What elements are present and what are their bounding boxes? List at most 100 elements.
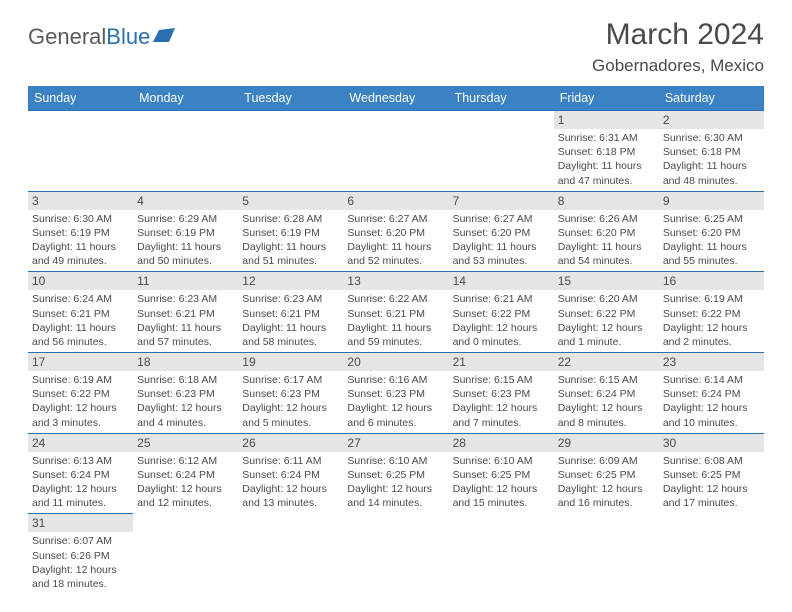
calendar-cell: 28Sunrise: 6:10 AMSunset: 6:25 PMDayligh… [449,433,554,514]
day-details: Sunrise: 6:13 AMSunset: 6:24 PMDaylight:… [28,452,133,514]
day-number: 19 [238,353,343,371]
day-number: 23 [659,353,764,371]
day-number: 2 [659,111,764,129]
day-details: Sunrise: 6:30 AMSunset: 6:19 PMDaylight:… [28,210,133,272]
day-number: 25 [133,434,238,452]
day-details: Sunrise: 6:19 AMSunset: 6:22 PMDaylight:… [659,290,764,352]
day-details: Sunrise: 6:23 AMSunset: 6:21 PMDaylight:… [238,290,343,352]
weekday-header: Wednesday [343,86,448,111]
day-number: 26 [238,434,343,452]
day-details: Sunrise: 6:10 AMSunset: 6:25 PMDaylight:… [343,452,448,514]
calendar-cell: 27Sunrise: 6:10 AMSunset: 6:25 PMDayligh… [343,433,448,514]
calendar-cell: .. [28,111,133,192]
day-number: 30 [659,434,764,452]
logo: GeneralBlue [28,24,175,50]
weekday-header-row: Sunday Monday Tuesday Wednesday Thursday… [28,86,764,111]
day-details: Sunrise: 6:12 AMSunset: 6:24 PMDaylight:… [133,452,238,514]
weekday-header: Friday [554,86,659,111]
day-number: 28 [449,434,554,452]
day-number: 18 [133,353,238,371]
calendar-row: 17Sunrise: 6:19 AMSunset: 6:22 PMDayligh… [28,353,764,434]
calendar-cell: 15Sunrise: 6:20 AMSunset: 6:22 PMDayligh… [554,272,659,353]
calendar-cell: 24Sunrise: 6:13 AMSunset: 6:24 PMDayligh… [28,433,133,514]
day-number: 29 [554,434,659,452]
month-title: March 2024 [592,18,764,52]
day-details: Sunrise: 6:27 AMSunset: 6:20 PMDaylight:… [449,210,554,272]
day-number: 11 [133,272,238,290]
day-details: Sunrise: 6:19 AMSunset: 6:22 PMDaylight:… [28,371,133,433]
day-number: 10 [28,272,133,290]
day-number: 21 [449,353,554,371]
calendar-cell: 18Sunrise: 6:18 AMSunset: 6:23 PMDayligh… [133,353,238,434]
day-details: Sunrise: 6:07 AMSunset: 6:26 PMDaylight:… [28,532,133,594]
calendar-cell: .. [133,514,238,594]
day-details: Sunrise: 6:17 AMSunset: 6:23 PMDaylight:… [238,371,343,433]
day-number: 17 [28,353,133,371]
day-details: Sunrise: 6:30 AMSunset: 6:18 PMDaylight:… [659,129,764,191]
day-details: Sunrise: 6:29 AMSunset: 6:19 PMDaylight:… [133,210,238,272]
weekday-header: Monday [133,86,238,111]
weekday-header: Sunday [28,86,133,111]
day-number: 12 [238,272,343,290]
calendar-cell: 26Sunrise: 6:11 AMSunset: 6:24 PMDayligh… [238,433,343,514]
logo-text-1: General [28,24,106,50]
calendar-row: 3Sunrise: 6:30 AMSunset: 6:19 PMDaylight… [28,191,764,272]
calendar-cell: 31Sunrise: 6:07 AMSunset: 6:26 PMDayligh… [28,514,133,594]
calendar-cell: 3Sunrise: 6:30 AMSunset: 6:19 PMDaylight… [28,191,133,272]
calendar-cell: .. [449,514,554,594]
header: GeneralBlue March 2024 Gobernadores, Mex… [28,18,764,76]
day-number: 20 [343,353,448,371]
logo-flag-icon [153,28,175,42]
calendar-cell: 16Sunrise: 6:19 AMSunset: 6:22 PMDayligh… [659,272,764,353]
day-details: Sunrise: 6:31 AMSunset: 6:18 PMDaylight:… [554,129,659,191]
calendar-cell: .. [554,514,659,594]
calendar-cell: 25Sunrise: 6:12 AMSunset: 6:24 PMDayligh… [133,433,238,514]
calendar-cell: 11Sunrise: 6:23 AMSunset: 6:21 PMDayligh… [133,272,238,353]
day-number: 5 [238,192,343,210]
calendar-body: ..........1Sunrise: 6:31 AMSunset: 6:18 … [28,111,764,595]
location: Gobernadores, Mexico [592,56,764,76]
day-details: Sunrise: 6:25 AMSunset: 6:20 PMDaylight:… [659,210,764,272]
day-details: Sunrise: 6:21 AMSunset: 6:22 PMDaylight:… [449,290,554,352]
calendar-cell: .. [343,111,448,192]
day-number: 24 [28,434,133,452]
day-details: Sunrise: 6:18 AMSunset: 6:23 PMDaylight:… [133,371,238,433]
calendar-cell: 21Sunrise: 6:15 AMSunset: 6:23 PMDayligh… [449,353,554,434]
day-number: 6 [343,192,448,210]
calendar-cell: 22Sunrise: 6:15 AMSunset: 6:24 PMDayligh… [554,353,659,434]
calendar-cell: .. [133,111,238,192]
day-number: 8 [554,192,659,210]
calendar-cell: 5Sunrise: 6:28 AMSunset: 6:19 PMDaylight… [238,191,343,272]
day-details: Sunrise: 6:10 AMSunset: 6:25 PMDaylight:… [449,452,554,514]
calendar-row: 24Sunrise: 6:13 AMSunset: 6:24 PMDayligh… [28,433,764,514]
day-number: 3 [28,192,133,210]
day-number: 13 [343,272,448,290]
day-details: Sunrise: 6:22 AMSunset: 6:21 PMDaylight:… [343,290,448,352]
day-number: 22 [554,353,659,371]
title-block: March 2024 Gobernadores, Mexico [592,18,764,76]
day-number: 4 [133,192,238,210]
calendar-cell: 17Sunrise: 6:19 AMSunset: 6:22 PMDayligh… [28,353,133,434]
weekday-header: Saturday [659,86,764,111]
day-number: 15 [554,272,659,290]
day-number: 27 [343,434,448,452]
calendar-cell: 23Sunrise: 6:14 AMSunset: 6:24 PMDayligh… [659,353,764,434]
calendar-cell: .. [449,111,554,192]
day-number: 16 [659,272,764,290]
day-details: Sunrise: 6:11 AMSunset: 6:24 PMDaylight:… [238,452,343,514]
weekday-header: Tuesday [238,86,343,111]
logo-text-2: Blue [106,24,150,50]
day-details: Sunrise: 6:26 AMSunset: 6:20 PMDaylight:… [554,210,659,272]
calendar-cell: 30Sunrise: 6:08 AMSunset: 6:25 PMDayligh… [659,433,764,514]
day-details: Sunrise: 6:28 AMSunset: 6:19 PMDaylight:… [238,210,343,272]
calendar-cell: 7Sunrise: 6:27 AMSunset: 6:20 PMDaylight… [449,191,554,272]
calendar-cell: .. [659,514,764,594]
day-details: Sunrise: 6:20 AMSunset: 6:22 PMDaylight:… [554,290,659,352]
day-details: Sunrise: 6:09 AMSunset: 6:25 PMDaylight:… [554,452,659,514]
calendar-cell: 12Sunrise: 6:23 AMSunset: 6:21 PMDayligh… [238,272,343,353]
calendar-row: 31Sunrise: 6:07 AMSunset: 6:26 PMDayligh… [28,514,764,594]
calendar-cell: 10Sunrise: 6:24 AMSunset: 6:21 PMDayligh… [28,272,133,353]
calendar-cell: 6Sunrise: 6:27 AMSunset: 6:20 PMDaylight… [343,191,448,272]
calendar-cell: .. [238,514,343,594]
calendar-cell: 14Sunrise: 6:21 AMSunset: 6:22 PMDayligh… [449,272,554,353]
